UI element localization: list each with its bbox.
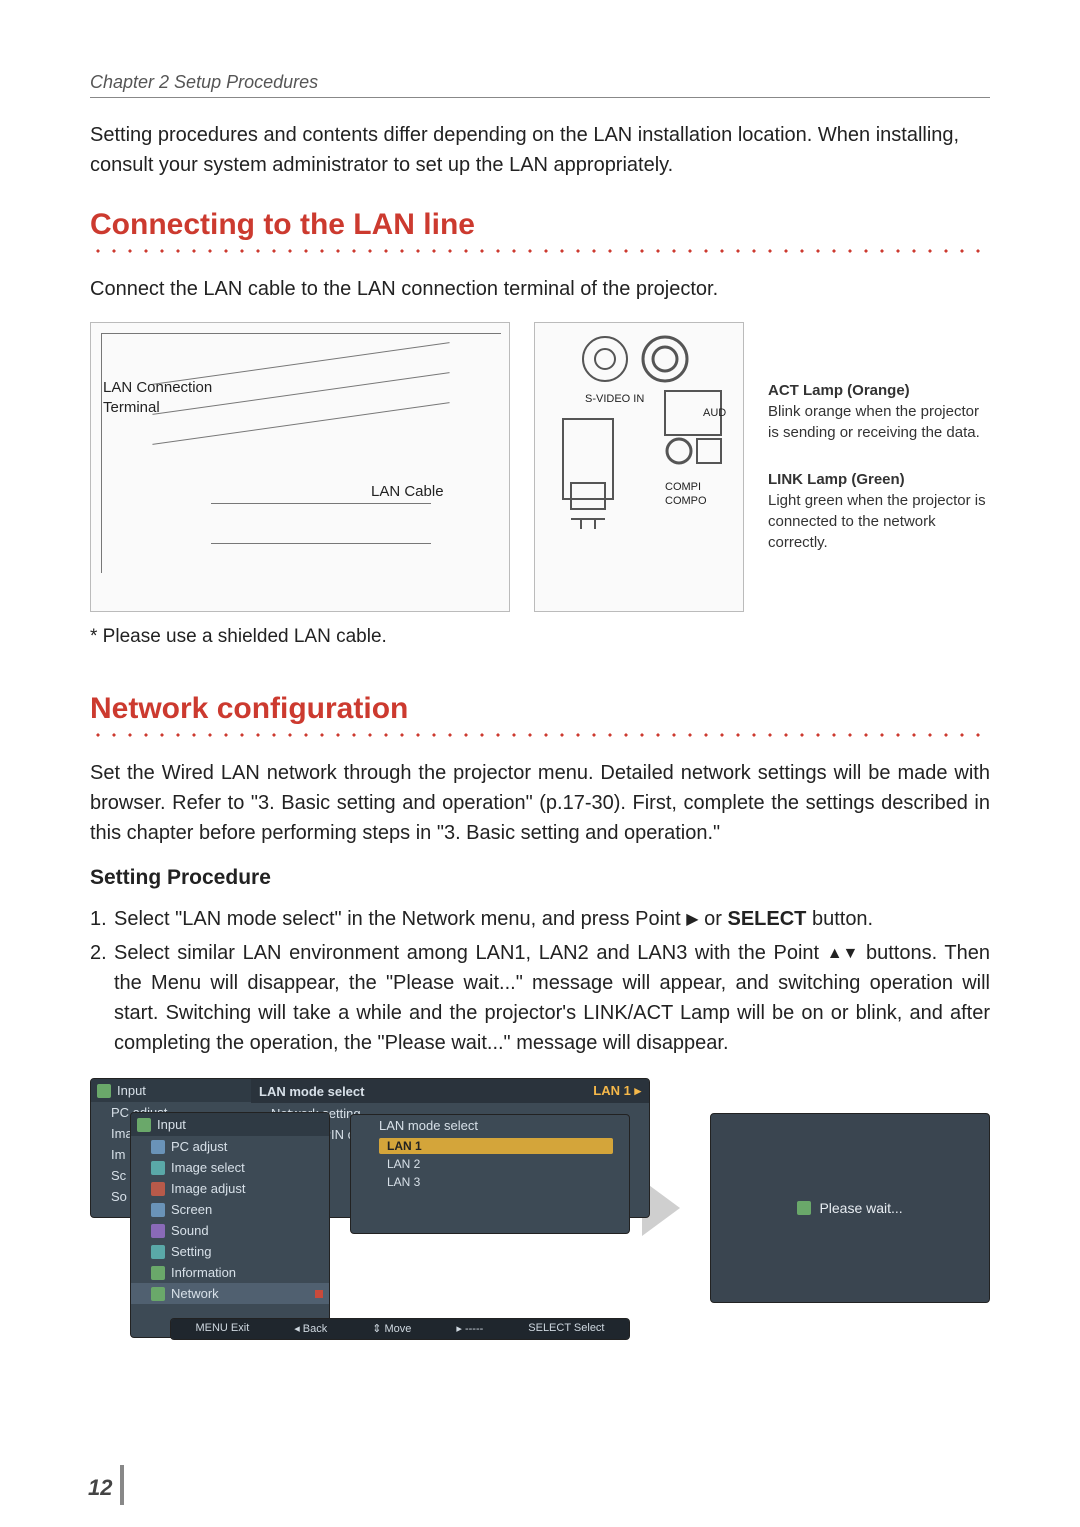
section2-body: Set the Wired LAN network through the pr… — [90, 758, 990, 848]
act-lamp-desc: Blink orange when the projector is sendi… — [768, 401, 990, 443]
step-1-text: Select "LAN mode select" in the Network … — [114, 904, 990, 934]
setting-icon — [151, 1245, 165, 1259]
front-header: Input — [131, 1113, 329, 1136]
info-icon — [151, 1266, 165, 1280]
label-compo: COMPO — [665, 495, 707, 507]
bb-dash: ▸ ----- — [456, 1322, 483, 1335]
page-number: 12 — [88, 1475, 112, 1501]
front-pcadjust[interactable]: PC adjust — [131, 1136, 329, 1157]
lan-title: LAN mode select — [351, 1115, 629, 1136]
step-2: 2. Select similar LAN environment among … — [90, 938, 990, 1058]
point-down-icon: ▼ — [843, 942, 859, 966]
bb-move[interactable]: ⇕ Move — [372, 1322, 411, 1335]
front-screen[interactable]: Screen — [131, 1199, 329, 1220]
step-1-num: 1. — [90, 904, 114, 934]
step1-pre: Select "LAN mode select" in the Network … — [114, 908, 686, 930]
step-1: 1. Select "LAN mode select" in the Netwo… — [90, 904, 990, 934]
section1-body: Connect the LAN cable to the LAN connect… — [90, 274, 990, 304]
imgadj-icon — [151, 1182, 165, 1196]
back-left-input: Input — [117, 1083, 146, 1098]
front-input: Input — [157, 1117, 186, 1132]
step1-select: SELECT — [727, 908, 806, 930]
act-lamp-title: ACT Lamp (Orange) — [768, 380, 990, 401]
screen-icon — [151, 1203, 165, 1217]
label-aud: AUD — [703, 407, 726, 419]
back-top-right: LAN 1 ▸ — [593, 1083, 641, 1099]
front-imgadj[interactable]: Image adjust — [131, 1178, 329, 1199]
front-setting[interactable]: Setting — [131, 1241, 329, 1262]
label-lan-cable: LAN Cable — [371, 483, 444, 500]
link-lamp-desc: Light green when the projector is connec… — [768, 490, 990, 553]
back-top-left: LAN mode select — [259, 1084, 364, 1099]
step2-pre: Select similar LAN environment among LAN… — [114, 942, 827, 964]
bb-back[interactable]: ◂ Back — [294, 1322, 327, 1335]
menu-stack: Input PC adjust Image select Im Sc So LA… — [90, 1078, 612, 1338]
sound-icon — [151, 1224, 165, 1238]
screenshot-row: Input PC adjust Image select Im Sc So LA… — [90, 1078, 990, 1338]
lan-option-2[interactable]: LAN 2 — [379, 1156, 613, 1172]
step1-mid: or — [704, 908, 727, 930]
network-indicator-icon — [315, 1290, 323, 1298]
diagram-projector-rear: LAN Connection Terminal LAN Cable — [90, 322, 510, 612]
intro-paragraph: Setting procedures and contents differ d… — [90, 120, 990, 180]
menu-bottom-bar: MENU Exit ◂ Back ⇕ Move ▸ ----- SELECT S… — [170, 1318, 630, 1340]
diagram-terminal-closeup: S-VIDEO IN AUD COMPI COMPO — [534, 322, 744, 612]
front-imgsel[interactable]: Image select — [131, 1157, 329, 1178]
setting-procedure-heading: Setting Procedure — [90, 866, 990, 890]
dotted-divider — [90, 248, 990, 254]
imgsel-icon — [151, 1161, 165, 1175]
input-icon-2 — [137, 1118, 151, 1132]
bb-select[interactable]: SELECT Select — [528, 1322, 604, 1335]
network-icon — [151, 1287, 165, 1301]
please-wait-panel: Please wait... — [710, 1113, 990, 1303]
dotted-divider-2 — [90, 732, 990, 738]
diagram-row: LAN Connection Terminal LAN Cable S-VIDE… — [90, 322, 990, 612]
wait-text: Please wait... — [819, 1200, 902, 1216]
back-top-row: LAN mode select LAN 1 ▸ — [251, 1079, 649, 1103]
point-up-icon: ▲ — [827, 942, 843, 966]
menu-panel-lan-options: LAN mode select LAN 1 LAN 2 LAN 3 — [350, 1114, 630, 1234]
lan-cable-footnote: * Please use a shielded LAN cable. — [90, 626, 990, 648]
step-list: 1. Select "LAN mode select" in the Netwo… — [90, 904, 990, 1058]
lamp-notes: ACT Lamp (Orange) Blink orange when the … — [768, 322, 990, 553]
point-right-icon: ▶ — [686, 908, 698, 932]
wait-icon — [797, 1201, 811, 1215]
step-2-text: Select similar LAN environment among LAN… — [114, 938, 990, 1058]
label-lan-terminal-2: Terminal — [103, 399, 160, 416]
lan-option-1[interactable]: LAN 1 — [379, 1138, 613, 1154]
section-heading-network: Network configuration — [90, 692, 990, 726]
pc-icon — [151, 1140, 165, 1154]
label-lan-terminal-1: LAN Connection — [103, 379, 212, 396]
menu-panel-front: Input PC adjust Image select Image adjus… — [130, 1112, 330, 1338]
back-left-header: Input — [91, 1079, 251, 1102]
chapter-header: Chapter 2 Setup Procedures — [90, 72, 990, 98]
front-network[interactable]: Network — [131, 1283, 329, 1304]
step1-post: button. — [812, 908, 873, 930]
input-icon — [97, 1084, 111, 1098]
bb-exit[interactable]: MENU Exit — [195, 1322, 249, 1335]
label-svideo: S-VIDEO IN — [585, 393, 644, 405]
page-rule — [120, 1465, 124, 1505]
step-2-num: 2. — [90, 938, 114, 1058]
label-compi: COMPI — [665, 481, 701, 493]
section-heading-connecting: Connecting to the LAN line — [90, 208, 990, 242]
front-sound[interactable]: Sound — [131, 1220, 329, 1241]
front-info[interactable]: Information — [131, 1262, 329, 1283]
link-lamp-title: LINK Lamp (Green) — [768, 469, 990, 490]
terminal-svg — [535, 323, 744, 612]
lan-option-3[interactable]: LAN 3 — [379, 1174, 613, 1190]
